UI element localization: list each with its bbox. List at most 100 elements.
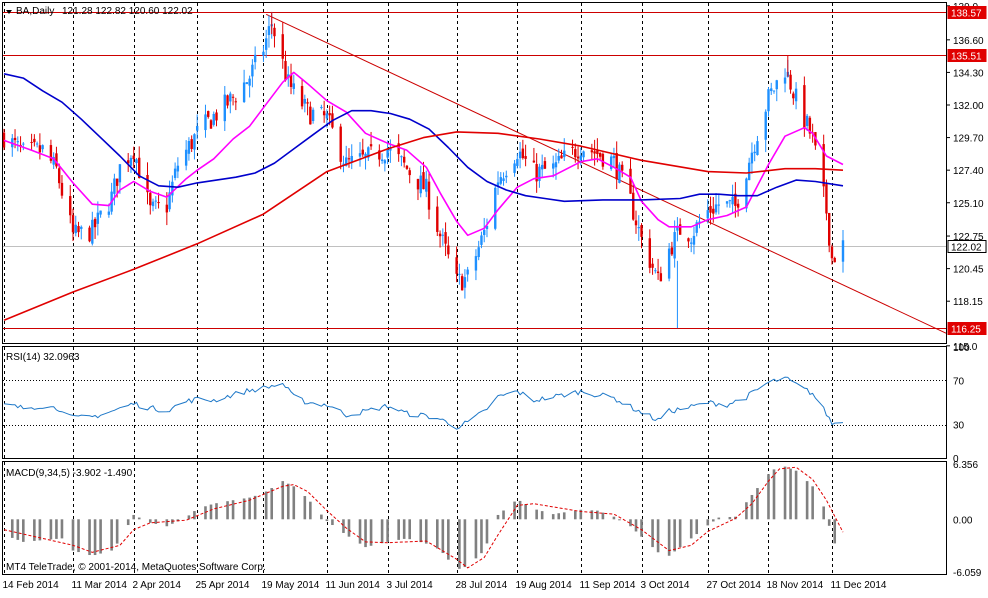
macd-histogram-bar [535, 509, 538, 520]
candle-body [676, 225, 679, 231]
price-tag-box [947, 322, 987, 335]
candle-body [659, 273, 663, 282]
macd-histogram-bar [369, 519, 373, 546]
price-tick-label: 115.0 [953, 342, 978, 353]
candle-body [190, 139, 193, 149]
macd-histogram-bar [750, 494, 754, 520]
candle-body [13, 137, 17, 141]
candle-body [444, 232, 447, 244]
candle-body [173, 168, 177, 178]
price-tag-label: 122.02 [951, 243, 982, 254]
candle-body [593, 151, 596, 154]
candle-body [306, 102, 309, 104]
candle-body [284, 60, 287, 81]
candle-body [126, 160, 130, 164]
candle-body [513, 163, 516, 173]
macd-histogram-bar [634, 519, 638, 532]
candle-body [99, 210, 102, 215]
candle-body [229, 93, 232, 102]
x-tick-label: 19 Aug 2014 [516, 580, 573, 591]
macd-histogram-bar [292, 486, 296, 520]
price-tick-label: 129.70 [953, 134, 984, 145]
candle-body [615, 153, 618, 180]
candle-body [215, 112, 218, 121]
candle-body [612, 155, 616, 159]
price-panel[interactable] [2, 2, 947, 344]
macd-histogram-bar [562, 512, 566, 520]
candle-body [460, 276, 464, 291]
candle-body [502, 178, 505, 181]
candle-body [637, 227, 640, 229]
macd-histogram-bar [458, 519, 461, 569]
candle-body [367, 147, 370, 158]
macd-histogram-bar [77, 519, 80, 553]
candle-body [339, 126, 342, 162]
macd-histogram-bar [242, 498, 246, 520]
candle-body [518, 151, 522, 159]
candle-body [60, 182, 64, 196]
candle-body [822, 144, 825, 187]
macd-histogram-bar [132, 514, 136, 520]
candle-body [364, 153, 367, 158]
candle-body [69, 196, 72, 216]
macd-histogram-bar [342, 519, 345, 533]
candle-body [234, 101, 238, 103]
candle-body [560, 155, 563, 159]
macd-histogram-bar [640, 519, 643, 537]
candle-body [485, 225, 489, 230]
macd-panel[interactable] [2, 461, 947, 575]
price-tag-label: 116.25 [951, 325, 981, 336]
candle-body [300, 86, 304, 107]
symbol-menu-arrow-icon[interactable] [6, 10, 12, 14]
macd-histogram-bar [226, 501, 229, 520]
candle-body [447, 245, 450, 255]
macd-histogram-bar [386, 519, 389, 542]
macd-histogram-bar [728, 516, 732, 520]
candle-body [405, 165, 409, 169]
candle-body [80, 226, 83, 229]
candle-body [714, 204, 718, 213]
macd-histogram-bar [408, 519, 412, 540]
candle-body [571, 146, 574, 148]
candle-body [408, 170, 411, 176]
candle-body [609, 156, 613, 170]
candle-body [248, 78, 251, 86]
candle-body [118, 164, 122, 183]
candle-body [41, 145, 44, 150]
candle-body [535, 164, 538, 182]
y-axis-labels: 139.0136.60134.30132.00129.70127.40125.1… [946, 2, 984, 579]
macd-histogram-bar [154, 519, 158, 524]
rsi-panel[interactable] [2, 346, 947, 459]
candle-body [601, 153, 605, 167]
macd-histogram-bar [16, 519, 20, 540]
candle-body [590, 150, 594, 153]
macd-histogram-bar [281, 481, 285, 520]
macd-histogram-bar [706, 519, 710, 526]
candle-body [524, 156, 527, 159]
candle-body [422, 172, 425, 190]
macd-histogram-bar [71, 519, 75, 551]
candle-body [670, 247, 674, 255]
macd-histogram-bar [711, 519, 715, 522]
macd-histogram-bar [579, 509, 583, 520]
candle-body [383, 160, 387, 164]
horizontal-price-lines [3, 12, 946, 329]
macd-histogram-bar [573, 510, 577, 520]
candle-body [52, 156, 55, 165]
candle-body [303, 98, 307, 104]
price-tag-box [947, 240, 987, 253]
candle-body [146, 174, 149, 193]
macd-histogram-bar [187, 515, 191, 520]
candle-body [151, 201, 155, 207]
x-axis-labels: 14 Feb 2014 11 Mar 2014 2 Apr 2014 25 Apr 2… [3, 580, 887, 591]
candle-body [49, 145, 53, 161]
vertical-gridlines [4, 3, 833, 574]
candle-body [207, 111, 210, 117]
rsi-tick-label: 30 [953, 421, 965, 432]
macd-histogram-bar [651, 519, 654, 548]
price-tick-label: 136.60 [953, 36, 984, 47]
macd-histogram-bar [596, 510, 599, 520]
candle-body [149, 192, 152, 206]
candle-body [466, 269, 469, 275]
